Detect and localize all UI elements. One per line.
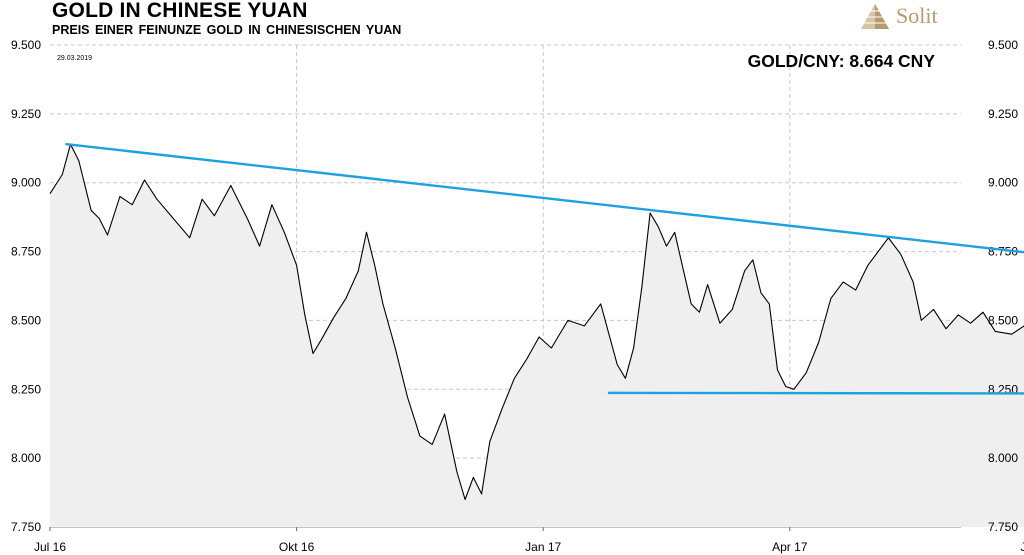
y-tick-label-right: 8.000: [988, 451, 1018, 465]
y-tick-label-right: 7.750: [988, 520, 1018, 534]
x-tick-label: Okt 16: [279, 540, 315, 554]
series-lines: [49, 143, 1024, 501]
y-tick-label-right: 9.250: [988, 107, 1018, 121]
y-tick-label-left: 8.000: [11, 451, 41, 465]
price-label: GOLD/CNY: 8.664 CNY: [748, 51, 936, 71]
y-axis-left: 7.750 8.000 8.250 8.500 8.750 9.000 9.250 9.500: [11, 38, 41, 534]
y-tick-label-right: 9.000: [988, 176, 1018, 190]
chart-title: GOLD IN CHINESE YUAN: [52, 0, 308, 22]
x-tick-label: Apr 17: [772, 540, 808, 554]
solit-logo: Solit: [858, 2, 978, 34]
y-tick-label-left: 8.500: [11, 313, 41, 327]
y-tick-label-left: 8.750: [11, 245, 41, 259]
pyramid-logo-icon: [861, 4, 889, 29]
trend-line: [607, 391, 1024, 395]
chart-subtitle: PREIS EINER FEINUNZE GOLD IN CHINESISCHE…: [52, 23, 402, 37]
x-tick-label: Jan 17: [525, 540, 561, 554]
series-line: [49, 143, 1024, 501]
y-tick-label-left: 8.250: [11, 382, 41, 396]
date-stamp: 29.03.2019: [57, 55, 92, 62]
y-tick-label-right: 9.500: [988, 38, 1018, 52]
x-tick-label: Jul 16: [34, 540, 66, 554]
series-area: [50, 144, 1024, 527]
y-tick-label-left: 9.250: [11, 107, 41, 121]
y-tick-label-left: 9.000: [11, 176, 41, 190]
trend-lines: [65, 142, 1024, 395]
trend-line: [65, 142, 1024, 254]
logo-wordmark: Solit: [896, 3, 938, 28]
y-tick-label-right: 8.500: [988, 313, 1018, 327]
area-fill: [50, 144, 1024, 527]
y-tick-label-left: 7.750: [11, 520, 41, 534]
x-tick-label: Jul 17: [1020, 540, 1024, 554]
y-tick-label-left: 9.500: [11, 38, 41, 52]
